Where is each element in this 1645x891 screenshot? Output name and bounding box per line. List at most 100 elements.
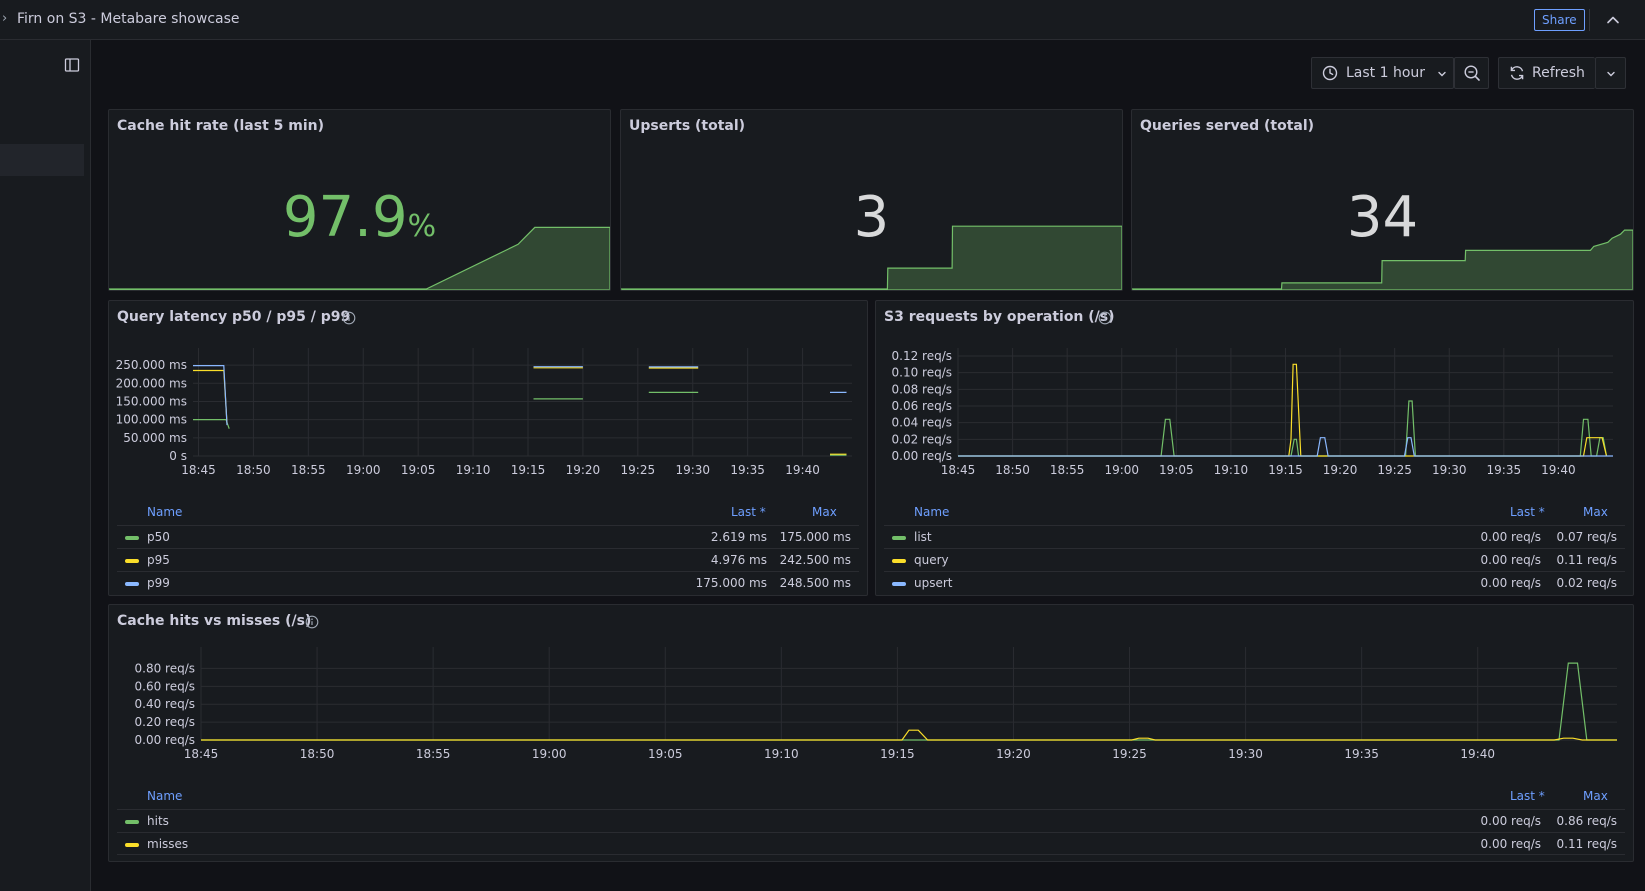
- info-icon[interactable]: [1098, 311, 1112, 325]
- legend-header-last[interactable]: Last *: [731, 505, 766, 519]
- legend-row[interactable]: list 0.00 req/s 0.07 req/s: [884, 525, 1625, 548]
- series-swatch: [125, 820, 139, 824]
- sparkline-area: [109, 226, 610, 290]
- series-name: hits: [147, 814, 169, 828]
- legend-row[interactable]: misses 0.00 req/s 0.11 req/s: [117, 832, 1625, 855]
- series-name: p99: [147, 576, 170, 590]
- cache-hits-misses-panel[interactable]: Cache hits vs misses (/s) 0.00 req/s 0.20…: [108, 604, 1634, 862]
- x-tick-label: 19:35: [1487, 463, 1522, 477]
- info-icon[interactable]: [305, 615, 319, 629]
- legend-header-max[interactable]: Max: [812, 505, 837, 519]
- series-max: 0.02 req/s: [1556, 576, 1618, 590]
- legend-header-last[interactable]: Last *: [1510, 789, 1545, 803]
- x-tick-label: 19:40: [1460, 747, 1495, 761]
- query-latency-panel[interactable]: Query latency p50 / p95 / p99 0 s 50.000 …: [108, 300, 868, 596]
- zoom-out-button[interactable]: [1454, 57, 1489, 89]
- refresh-button[interactable]: Refresh: [1498, 57, 1595, 89]
- time-range-picker[interactable]: Last 1 hour: [1311, 57, 1454, 89]
- dock-menu-icon[interactable]: [64, 57, 80, 73]
- y-tick-label: 0.02 req/s: [892, 432, 953, 446]
- legend-header-max[interactable]: Max: [1583, 505, 1608, 519]
- s3-requests-panel[interactable]: S3 requests by operation (/s) 0.00 req/s…: [875, 300, 1634, 596]
- panel-title: Cache hits vs misses (/s): [117, 613, 312, 629]
- x-tick-label: 18:50: [995, 463, 1030, 477]
- legend-row[interactable]: upsert 0.00 req/s 0.02 req/s: [884, 571, 1625, 594]
- series-line-p50: [193, 418, 230, 429]
- x-tick-label: 19:25: [1112, 747, 1147, 761]
- top-bar: › Firn on S3 - Metabare showcase Share: [0, 0, 1645, 40]
- x-tick-label: 19:05: [1159, 463, 1194, 477]
- legend-header-last[interactable]: Last *: [1510, 505, 1545, 519]
- stat-value: 3: [853, 185, 890, 250]
- series-max: 248.500 ms: [779, 576, 851, 590]
- series-swatch: [125, 559, 139, 563]
- panel-title: Cache hit rate (last 5 min): [117, 118, 325, 134]
- series-swatch: [125, 843, 139, 847]
- latency-legend: Name Last * Max p50 2.619 ms 175.000 ms …: [117, 505, 859, 595]
- stat-value: 97.9%: [282, 185, 437, 250]
- y-tick-label: 0 s: [169, 449, 187, 463]
- s3-requests-chart[interactable]: 0.00 req/s 0.02 req/s 0.04 req/s 0.06 req/s…: [876, 341, 1633, 506]
- series-last: 0.00 req/s: [1480, 837, 1542, 851]
- x-tick-label: 19:05: [401, 463, 436, 477]
- legend-row[interactable]: p95 4.976 ms 242.500 ms: [117, 548, 859, 571]
- x-tick-label: 19:25: [1377, 463, 1412, 477]
- series-last: 0.00 req/s: [1480, 530, 1542, 544]
- legend-row[interactable]: p50 2.619 ms 175.000 ms: [117, 525, 859, 548]
- x-tick-label: 19:10: [456, 463, 491, 477]
- x-tick-label: 19:20: [1323, 463, 1358, 477]
- series-swatch: [892, 559, 906, 563]
- x-tick-label: 19:35: [1344, 747, 1379, 761]
- series-max: 0.11 req/s: [1556, 553, 1618, 567]
- legend-header-name[interactable]: Name: [147, 505, 183, 519]
- series-swatch: [125, 536, 139, 540]
- x-tick-label: 19:05: [648, 747, 683, 761]
- legend-row[interactable]: query 0.00 req/s 0.11 req/s: [884, 548, 1625, 571]
- info-icon[interactable]: [342, 311, 356, 325]
- upserts-panel[interactable]: Upserts (total) 3: [620, 109, 1123, 291]
- sparkline-area: [1132, 229, 1633, 290]
- series-max: 0.07 req/s: [1556, 530, 1618, 544]
- queries-served-panel[interactable]: Queries served (total) 34: [1131, 109, 1634, 291]
- legend-header-name[interactable]: Name: [914, 505, 950, 519]
- x-tick-label: 19:00: [346, 463, 381, 477]
- x-tick-label: 19:30: [1432, 463, 1467, 477]
- y-tick-label: 0.10 req/s: [892, 366, 953, 380]
- series-name: misses: [147, 837, 189, 851]
- legend-header-max[interactable]: Max: [1583, 789, 1608, 803]
- legend-header-name[interactable]: Name: [147, 789, 183, 803]
- cache-hit-rate-panel[interactable]: Cache hit rate (last 5 min) 97.9%: [108, 109, 611, 291]
- clock-icon: [1322, 65, 1338, 81]
- legend-row[interactable]: p99 175.000 ms 248.500 ms: [117, 571, 859, 594]
- y-tick-label: 200.000 ms: [116, 376, 187, 390]
- sidebar-active-item[interactable]: [0, 144, 84, 176]
- refresh-interval-dropdown[interactable]: [1595, 57, 1626, 89]
- x-tick-label: 19:15: [1268, 463, 1303, 477]
- latency-chart[interactable]: 0 s 50.000 ms 100.000 ms 150.000 ms 200.000 …: [109, 341, 867, 506]
- collapse-chevron-up-icon[interactable]: [1603, 10, 1623, 30]
- dashboard-title[interactable]: Firn on S3 - Metabare showcase: [17, 11, 240, 27]
- series-max: 0.11 req/s: [1556, 837, 1618, 851]
- s3-legend: Name Last * Max list 0.00 req/s 0.07 req…: [884, 505, 1625, 595]
- x-tick-label: 18:55: [291, 463, 326, 477]
- expand-chevron-icon[interactable]: ›: [2, 11, 8, 26]
- x-tick-label: 19:10: [1214, 463, 1249, 477]
- legend-row[interactable]: hits 0.00 req/s 0.86 req/s: [117, 809, 1625, 832]
- series-name: list: [914, 530, 932, 544]
- x-tick-label: 18:50: [300, 747, 335, 761]
- x-tick-label: 18:55: [416, 747, 451, 761]
- x-tick-label: 19:20: [566, 463, 601, 477]
- series-last: 0.00 req/s: [1480, 576, 1542, 590]
- stat-value: 34: [1346, 185, 1419, 250]
- y-tick-label: 0.00 req/s: [892, 449, 953, 463]
- x-tick-label: 18:50: [236, 463, 271, 477]
- panel-title: Query latency p50 / p95 / p99: [117, 309, 351, 325]
- series-swatch: [125, 582, 139, 586]
- refresh-label: Refresh: [1532, 65, 1585, 81]
- x-tick-label: 18:55: [1050, 463, 1085, 477]
- share-button[interactable]: Share: [1534, 9, 1585, 31]
- cache-hits-misses-chart[interactable]: 0.00 req/s 0.20 req/s 0.40 req/s 0.60 req/s…: [109, 645, 1633, 790]
- x-tick-label: 19:25: [621, 463, 656, 477]
- refresh-icon: [1510, 66, 1524, 80]
- divider: [1589, 9, 1590, 31]
